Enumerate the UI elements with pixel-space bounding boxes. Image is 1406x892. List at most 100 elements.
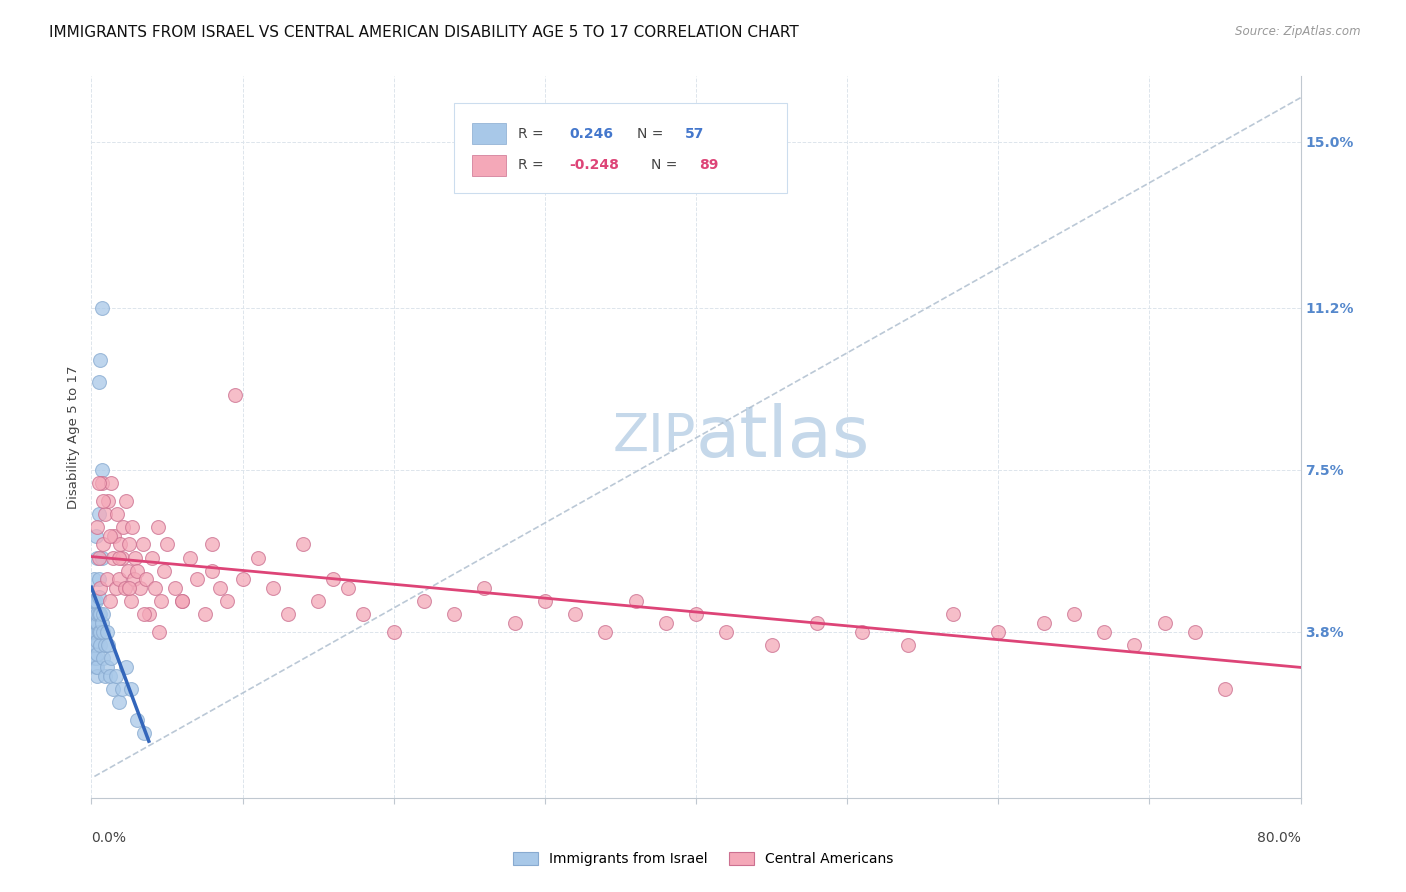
Point: [1092, 624, 1115, 639]
Point: [93, 493, 115, 508]
Point: [231, 573, 253, 587]
Point: [112, 520, 135, 534]
Point: [115, 660, 138, 674]
Point: [87, 590, 110, 604]
Point: [83, 607, 105, 622]
Point: [564, 607, 586, 622]
Point: [942, 607, 965, 622]
Legend: Immigrants from Israel, Central Americans: Immigrants from Israel, Central American…: [508, 847, 898, 871]
Point: [134, 725, 156, 739]
Point: [87, 550, 110, 565]
Point: [82, 607, 104, 622]
Point: [851, 624, 873, 639]
Point: [104, 581, 127, 595]
Point: [87, 476, 110, 491]
Point: [1184, 624, 1206, 639]
Y-axis label: Disability Age 5 to 17: Disability Age 5 to 17: [67, 366, 80, 508]
Point: [86, 550, 108, 565]
Point: [107, 573, 129, 587]
Point: [413, 594, 436, 608]
FancyBboxPatch shape: [472, 154, 506, 177]
Point: [84, 660, 107, 674]
Point: [100, 476, 122, 491]
Point: [1153, 616, 1175, 631]
Point: [87, 376, 110, 390]
Point: [382, 624, 405, 639]
Point: [93, 624, 115, 639]
Point: [87, 573, 110, 587]
Point: [86, 607, 108, 622]
Point: [103, 528, 125, 542]
Point: [685, 607, 707, 622]
Point: [89, 624, 111, 639]
Point: [117, 564, 139, 578]
Point: [89, 607, 111, 622]
Point: [186, 573, 208, 587]
Point: [101, 681, 124, 696]
Text: 89: 89: [700, 159, 718, 172]
Point: [1063, 607, 1085, 622]
Point: [94, 507, 117, 521]
Point: [104, 669, 127, 683]
Point: [105, 507, 128, 521]
Point: [89, 581, 111, 595]
Point: [277, 607, 299, 622]
Point: [91, 301, 114, 315]
Point: [115, 493, 138, 508]
Point: [86, 520, 108, 534]
Point: [87, 507, 110, 521]
Point: [93, 651, 115, 665]
Point: [98, 528, 121, 542]
Point: [1213, 681, 1236, 696]
Point: [761, 638, 783, 652]
Point: [143, 581, 166, 595]
Point: [83, 616, 105, 631]
Point: [83, 624, 105, 639]
Text: R =: R =: [519, 159, 548, 172]
Point: [1123, 638, 1146, 652]
Point: [624, 594, 647, 608]
Point: [93, 607, 115, 622]
Point: [307, 594, 329, 608]
Point: [91, 476, 114, 491]
Point: [114, 581, 136, 595]
Point: [120, 594, 142, 608]
Point: [84, 638, 107, 652]
FancyBboxPatch shape: [454, 103, 786, 193]
Point: [208, 581, 231, 595]
Text: 0.0%: 0.0%: [91, 830, 127, 845]
Point: [100, 651, 122, 665]
Point: [806, 616, 828, 631]
Point: [97, 493, 120, 508]
Point: [135, 573, 157, 587]
Point: [201, 564, 224, 578]
Point: [82, 594, 104, 608]
Point: [132, 537, 155, 551]
Point: [138, 607, 160, 622]
Point: [86, 647, 108, 661]
Point: [89, 638, 111, 652]
Point: [84, 616, 107, 631]
Point: [134, 607, 156, 622]
Point: [120, 681, 142, 696]
Point: [443, 607, 465, 622]
Point: [118, 581, 141, 595]
Point: [87, 624, 110, 639]
Point: [503, 616, 526, 631]
Point: [86, 660, 108, 674]
Point: [217, 594, 239, 608]
Point: [121, 520, 143, 534]
Point: [125, 713, 148, 727]
Point: [83, 594, 105, 608]
Point: [97, 638, 120, 652]
Point: [83, 651, 105, 665]
Text: 57: 57: [685, 127, 704, 141]
Point: [194, 607, 217, 622]
Point: [111, 550, 132, 565]
Point: [146, 520, 169, 534]
Point: [91, 616, 114, 631]
Point: [111, 681, 132, 696]
Point: [108, 537, 131, 551]
Point: [292, 537, 315, 551]
Point: [89, 353, 111, 368]
